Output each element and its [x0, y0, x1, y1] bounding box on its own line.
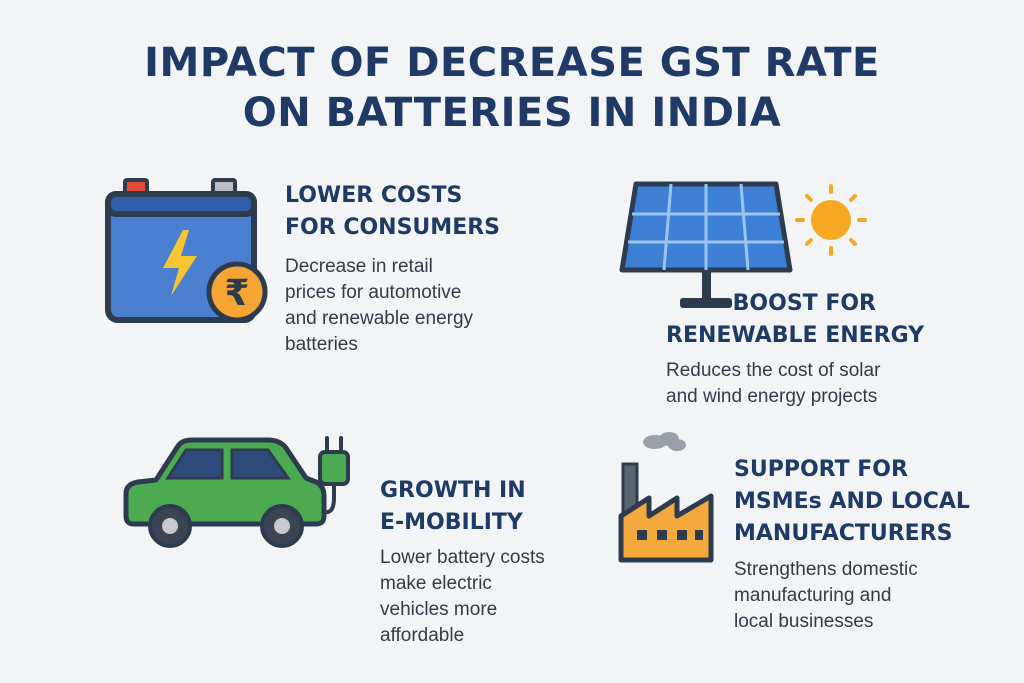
solar-panel-sun-icon — [619, 181, 867, 308]
electric-car-plug-icon — [123, 436, 350, 548]
desc-consumers: Decrease in retail prices for automotive… — [285, 256, 474, 355]
rupee-symbol: ₹ — [224, 273, 249, 314]
desc-emobility: Lower battery costs make electric vehicl… — [380, 547, 545, 646]
heading-msme: SUPPORT FOR MSMEs AND LOCAL MANUFACTURER… — [734, 457, 970, 546]
title-line-1: IMPACT OF DECREASE GST RATE — [144, 40, 880, 86]
heading-consumers: LOWER COSTS FOR CONSUMERS — [285, 183, 501, 240]
battery-rupee-icon: ₹ — [105, 178, 268, 323]
factory-icon — [618, 432, 714, 563]
desc-renewable: Reduces the cost of solar and wind energ… — [666, 360, 881, 407]
heading-emobility: GROWTH IN E-MOBILITY — [380, 478, 526, 535]
heading-renewable: BOOST FOR RENEWABLE ENERGY — [666, 291, 925, 348]
page-title: IMPACT OF DECREASE GST RATE ON BATTERIES… — [0, 38, 1024, 138]
desc-msme: Strengthens domestic manufacturing and l… — [734, 559, 918, 632]
title-line-2: ON BATTERIES IN INDIA — [242, 90, 782, 136]
